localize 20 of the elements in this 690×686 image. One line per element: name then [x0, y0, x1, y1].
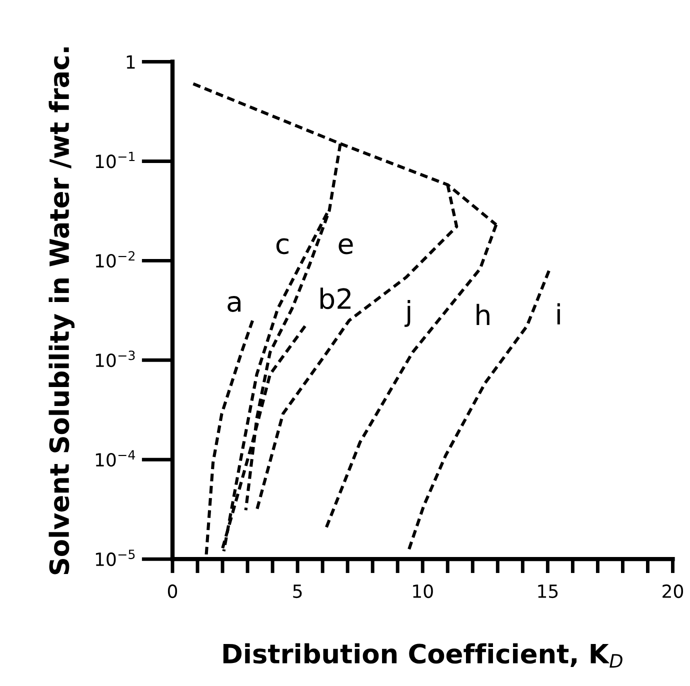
annotation: e: [338, 238, 353, 254]
y-tick-label: 10$^{−3}$: [96, 350, 135, 368]
annotation: c: [276, 238, 288, 254]
x-tick-label: 5: [293, 584, 302, 598]
x-tick-label: 15: [538, 584, 558, 598]
y-tick-label: 10$^{−5}$: [96, 550, 135, 566]
x-axis-title: Distribution Coefficient, K$_{D}$: [223, 643, 622, 668]
x-tick-label: 10: [413, 584, 433, 598]
x-tick-label: 0: [168, 584, 178, 598]
y-axis-title: Solvent Solubility in Water /wt frac.: [48, 47, 75, 574]
y-tick-label: 10$^{−2}$: [96, 251, 134, 268]
y-tick-label: 1: [126, 55, 135, 69]
annotation: j: [404, 300, 410, 327]
annotation: h: [476, 304, 490, 326]
annotation: b2: [320, 288, 350, 310]
x-tick-label: 20: [662, 584, 684, 598]
annotation: i: [557, 303, 560, 324]
y-tick-label: 10$^{−4}$: [96, 450, 136, 467]
annotation: a: [228, 296, 240, 312]
y-tick-label: 10$^{−1}$: [96, 152, 135, 168]
